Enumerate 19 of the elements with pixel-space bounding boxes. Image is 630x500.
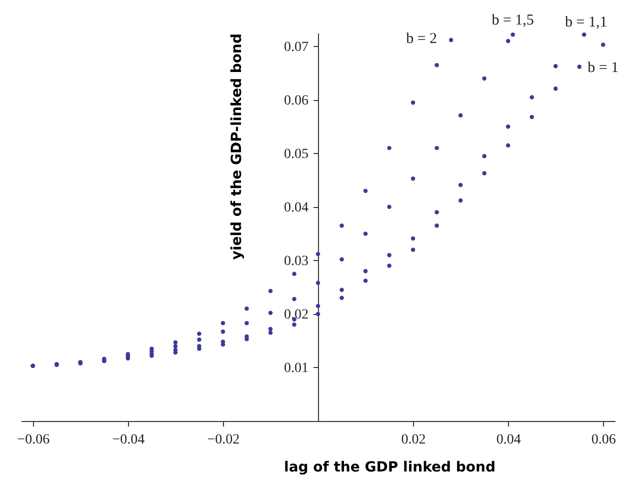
x-tick-label: 0.06 xyxy=(591,432,616,448)
y-tick-label: 0.02 xyxy=(284,307,308,322)
y-axis-title: yield of the GDP-linked bond xyxy=(229,34,245,260)
y-tick-label: 0.04 xyxy=(284,200,308,216)
y-tick-label: 0.06 xyxy=(284,93,308,108)
y-tick-label: 0.07 xyxy=(284,40,308,55)
x-tick-label: 0.02 xyxy=(401,432,426,448)
series-label: b = 1,5 xyxy=(492,12,534,29)
series-label: b = 1,1 xyxy=(565,14,608,31)
series-label: b = 2 xyxy=(406,30,438,47)
y-tick-label: 0.01 xyxy=(284,360,308,376)
series-label: b = 1 xyxy=(588,60,619,76)
y-tick-label: 0.03 xyxy=(284,254,308,269)
y-tick-label: 0.05 xyxy=(284,146,308,162)
x-tick-label: −0.06 xyxy=(17,432,50,448)
x-tick-label: −0.02 xyxy=(207,432,240,448)
x-tick-label: −0.04 xyxy=(112,432,145,448)
x-axis-title: lag of the GDP linked bond xyxy=(284,460,496,476)
x-tick-label: 0.04 xyxy=(496,432,521,448)
